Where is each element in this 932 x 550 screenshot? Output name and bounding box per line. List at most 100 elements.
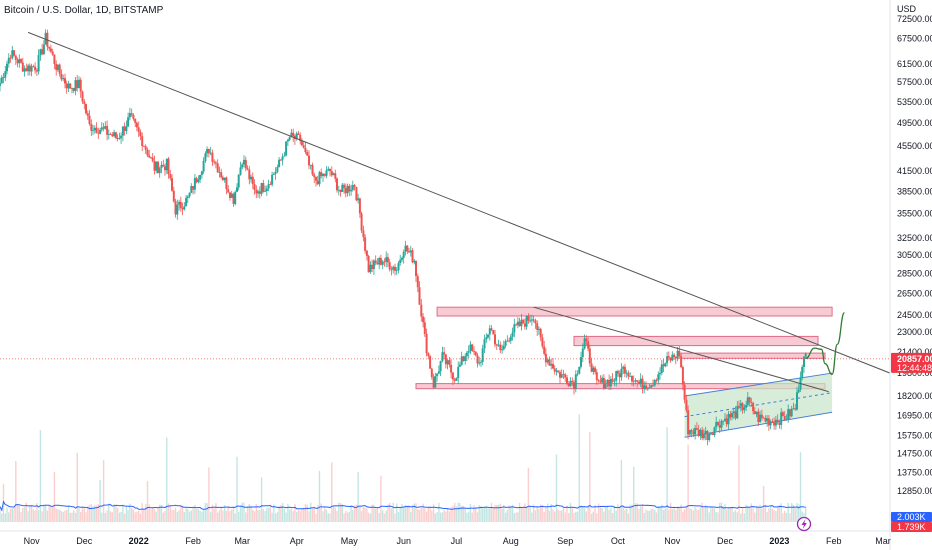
volume-bar bbox=[720, 502, 723, 522]
candle-body bbox=[416, 276, 419, 288]
y-axis[interactable]: 72500.00 67500.00 61500.00 57500.00 53500.00… bbox=[897, 14, 932, 496]
volume-bar bbox=[202, 509, 205, 522]
candle-body bbox=[7, 57, 10, 64]
candle-body bbox=[190, 186, 193, 193]
volume-bar bbox=[53, 471, 56, 522]
volume-bar bbox=[11, 508, 13, 522]
candle-body bbox=[639, 378, 642, 384]
candle-body bbox=[485, 337, 488, 340]
candle-body bbox=[778, 422, 781, 425]
volume-bar bbox=[801, 511, 803, 522]
candle-body bbox=[56, 64, 59, 70]
volume-bar bbox=[568, 513, 570, 522]
volume-bar bbox=[634, 503, 637, 522]
candle-body bbox=[494, 334, 496, 345]
candle-body bbox=[797, 389, 800, 393]
candle-body bbox=[738, 405, 740, 407]
candle-body bbox=[64, 78, 66, 84]
candle-body bbox=[602, 377, 605, 389]
candle-body bbox=[162, 164, 165, 167]
candle-body bbox=[401, 257, 403, 260]
volume-bar bbox=[452, 505, 454, 522]
candle-body bbox=[72, 88, 75, 91]
volume-bar bbox=[699, 507, 702, 522]
candle-body bbox=[244, 159, 247, 169]
volume-bar bbox=[116, 507, 119, 522]
channel-upper-line bbox=[684, 372, 833, 397]
trendline[interactable] bbox=[27, 31, 891, 374]
candle-body bbox=[178, 201, 181, 205]
volume-bar bbox=[724, 503, 726, 522]
candle-body bbox=[425, 333, 428, 354]
candle-body bbox=[646, 387, 649, 389]
volume-bar bbox=[518, 502, 521, 522]
volume-bar bbox=[557, 509, 559, 522]
volume-bar bbox=[611, 513, 614, 522]
x-tick-label: Dec bbox=[717, 536, 734, 546]
volume-bar bbox=[37, 510, 40, 522]
volume-bar bbox=[619, 506, 621, 522]
volume-bar bbox=[44, 504, 47, 522]
candle-body bbox=[488, 328, 491, 335]
candle-body bbox=[613, 380, 616, 382]
projection-path[interactable] bbox=[805, 312, 846, 376]
candle-body bbox=[128, 113, 131, 118]
volume-bar bbox=[559, 510, 561, 522]
volume-bar bbox=[422, 503, 424, 522]
candle-body bbox=[21, 62, 24, 72]
x-tick-label: Dec bbox=[76, 536, 93, 546]
candle-body bbox=[625, 372, 628, 374]
trendline[interactable] bbox=[533, 306, 829, 393]
volume-bar bbox=[603, 511, 605, 522]
volume-bar bbox=[617, 504, 619, 522]
volume-bar bbox=[626, 508, 628, 522]
volume-bar bbox=[696, 509, 698, 522]
volume-bar bbox=[778, 504, 781, 522]
candle-body bbox=[748, 397, 751, 403]
x-axis[interactable]: Nov Dec 2022 Feb Mar Apr May Jun Jul Aug Sep Oct Nov… bbox=[24, 536, 891, 546]
volume-bar bbox=[748, 506, 751, 522]
candle-body bbox=[739, 403, 742, 407]
candle-body bbox=[69, 83, 72, 89]
volume-bar bbox=[661, 504, 663, 522]
volume-bar bbox=[706, 507, 709, 522]
volume-bar bbox=[468, 511, 470, 522]
volume-bar bbox=[18, 505, 20, 522]
y-tick-label: 15750.00 bbox=[897, 431, 932, 441]
x-tick-label: May bbox=[341, 536, 359, 546]
candle-body bbox=[555, 370, 558, 372]
candle-body bbox=[432, 377, 435, 388]
volume-bar bbox=[255, 503, 257, 522]
volume-bar bbox=[159, 504, 161, 522]
volume-bar bbox=[418, 509, 421, 522]
volume-bar bbox=[373, 504, 375, 522]
candle-body bbox=[460, 356, 463, 365]
volume-bar bbox=[689, 508, 691, 522]
x-tick-label: Mar bbox=[234, 536, 250, 546]
candle-body bbox=[71, 88, 73, 89]
volume-bar bbox=[104, 513, 106, 522]
volume-bar bbox=[538, 508, 540, 522]
volume-bar bbox=[243, 502, 245, 522]
volume-bar bbox=[383, 513, 386, 522]
volume-bar bbox=[248, 503, 250, 522]
volume-bar bbox=[176, 511, 178, 522]
volume-bar bbox=[13, 507, 15, 522]
volume-bar bbox=[596, 513, 598, 522]
candle-body bbox=[590, 363, 593, 372]
volume-bar bbox=[30, 504, 33, 522]
candle-body bbox=[236, 187, 238, 192]
candle-body bbox=[11, 50, 14, 59]
y-tick-label: 14750.00 bbox=[897, 448, 932, 458]
volume-bar bbox=[92, 506, 94, 522]
volume-bar bbox=[520, 506, 523, 522]
candle-body bbox=[790, 408, 793, 417]
candle-body bbox=[239, 167, 242, 175]
candle-body bbox=[281, 156, 284, 160]
lightning-icon[interactable] bbox=[796, 516, 812, 532]
volume-bar bbox=[260, 477, 263, 522]
volume-bar bbox=[504, 512, 507, 522]
candle-body bbox=[392, 266, 395, 270]
volume-bar bbox=[375, 508, 377, 522]
